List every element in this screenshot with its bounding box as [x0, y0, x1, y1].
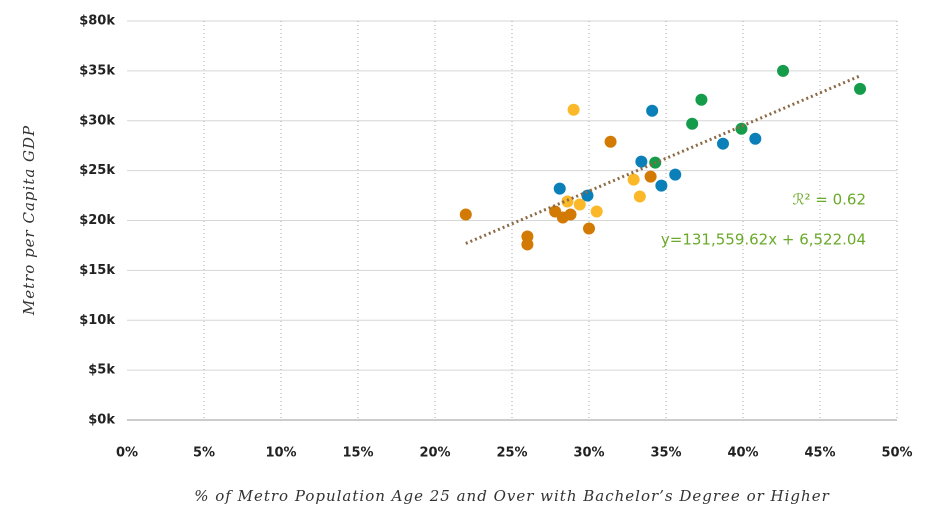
point [633, 190, 646, 203]
x-tick-label: 0% [116, 446, 138, 461]
point [459, 208, 472, 221]
y-tick-label: $5k [88, 363, 115, 378]
point [777, 64, 790, 77]
x-tick-label: 30% [573, 446, 604, 461]
point [521, 238, 534, 251]
x-tick-label: 10% [265, 446, 296, 461]
x-tick-label: 25% [496, 446, 527, 461]
point [635, 155, 648, 168]
x-axis-label: % of Metro Population Age 25 and Over wi… [194, 487, 830, 505]
point [583, 222, 595, 235]
x-tick-label: 40% [727, 446, 758, 461]
x-tick-label: 45% [804, 446, 835, 461]
x-tick-label: 35% [650, 446, 681, 461]
y-tick-label: $35k [79, 63, 115, 78]
point [590, 205, 603, 218]
point [553, 182, 566, 195]
point [854, 82, 867, 95]
y-tick-label: $15k [79, 263, 115, 278]
point [644, 170, 657, 183]
annotation: y=131,559.62x + 6,522.04 [661, 231, 866, 249]
point [695, 93, 708, 106]
y-tick-label: $20k [79, 213, 115, 228]
point [669, 168, 682, 181]
trendline [465, 74, 861, 245]
y-tick-label: $30k [79, 113, 115, 128]
point [604, 135, 617, 148]
x-tick-label: 15% [342, 446, 373, 461]
point [686, 117, 699, 130]
point [627, 173, 640, 186]
point [716, 137, 729, 150]
point [646, 104, 659, 117]
point [573, 198, 586, 211]
y-tick-label: $25k [79, 163, 115, 178]
annotation: ℛ² = 0.62 [793, 191, 866, 209]
point [581, 189, 594, 202]
y-tick-label: $10k [79, 313, 115, 328]
point [567, 103, 580, 116]
y-tick-label: $0k [88, 413, 115, 428]
x-tick-label: 20% [419, 446, 450, 461]
point [735, 122, 748, 135]
y-axis-label: Metro per Capita GDP [20, 125, 38, 316]
point [561, 195, 574, 208]
x-tick-label: 50% [881, 446, 912, 461]
point [749, 132, 762, 145]
y-tick-label: $80k [79, 14, 115, 29]
x-tick-label: 5% [193, 446, 215, 461]
point [564, 208, 577, 221]
point [655, 179, 668, 192]
